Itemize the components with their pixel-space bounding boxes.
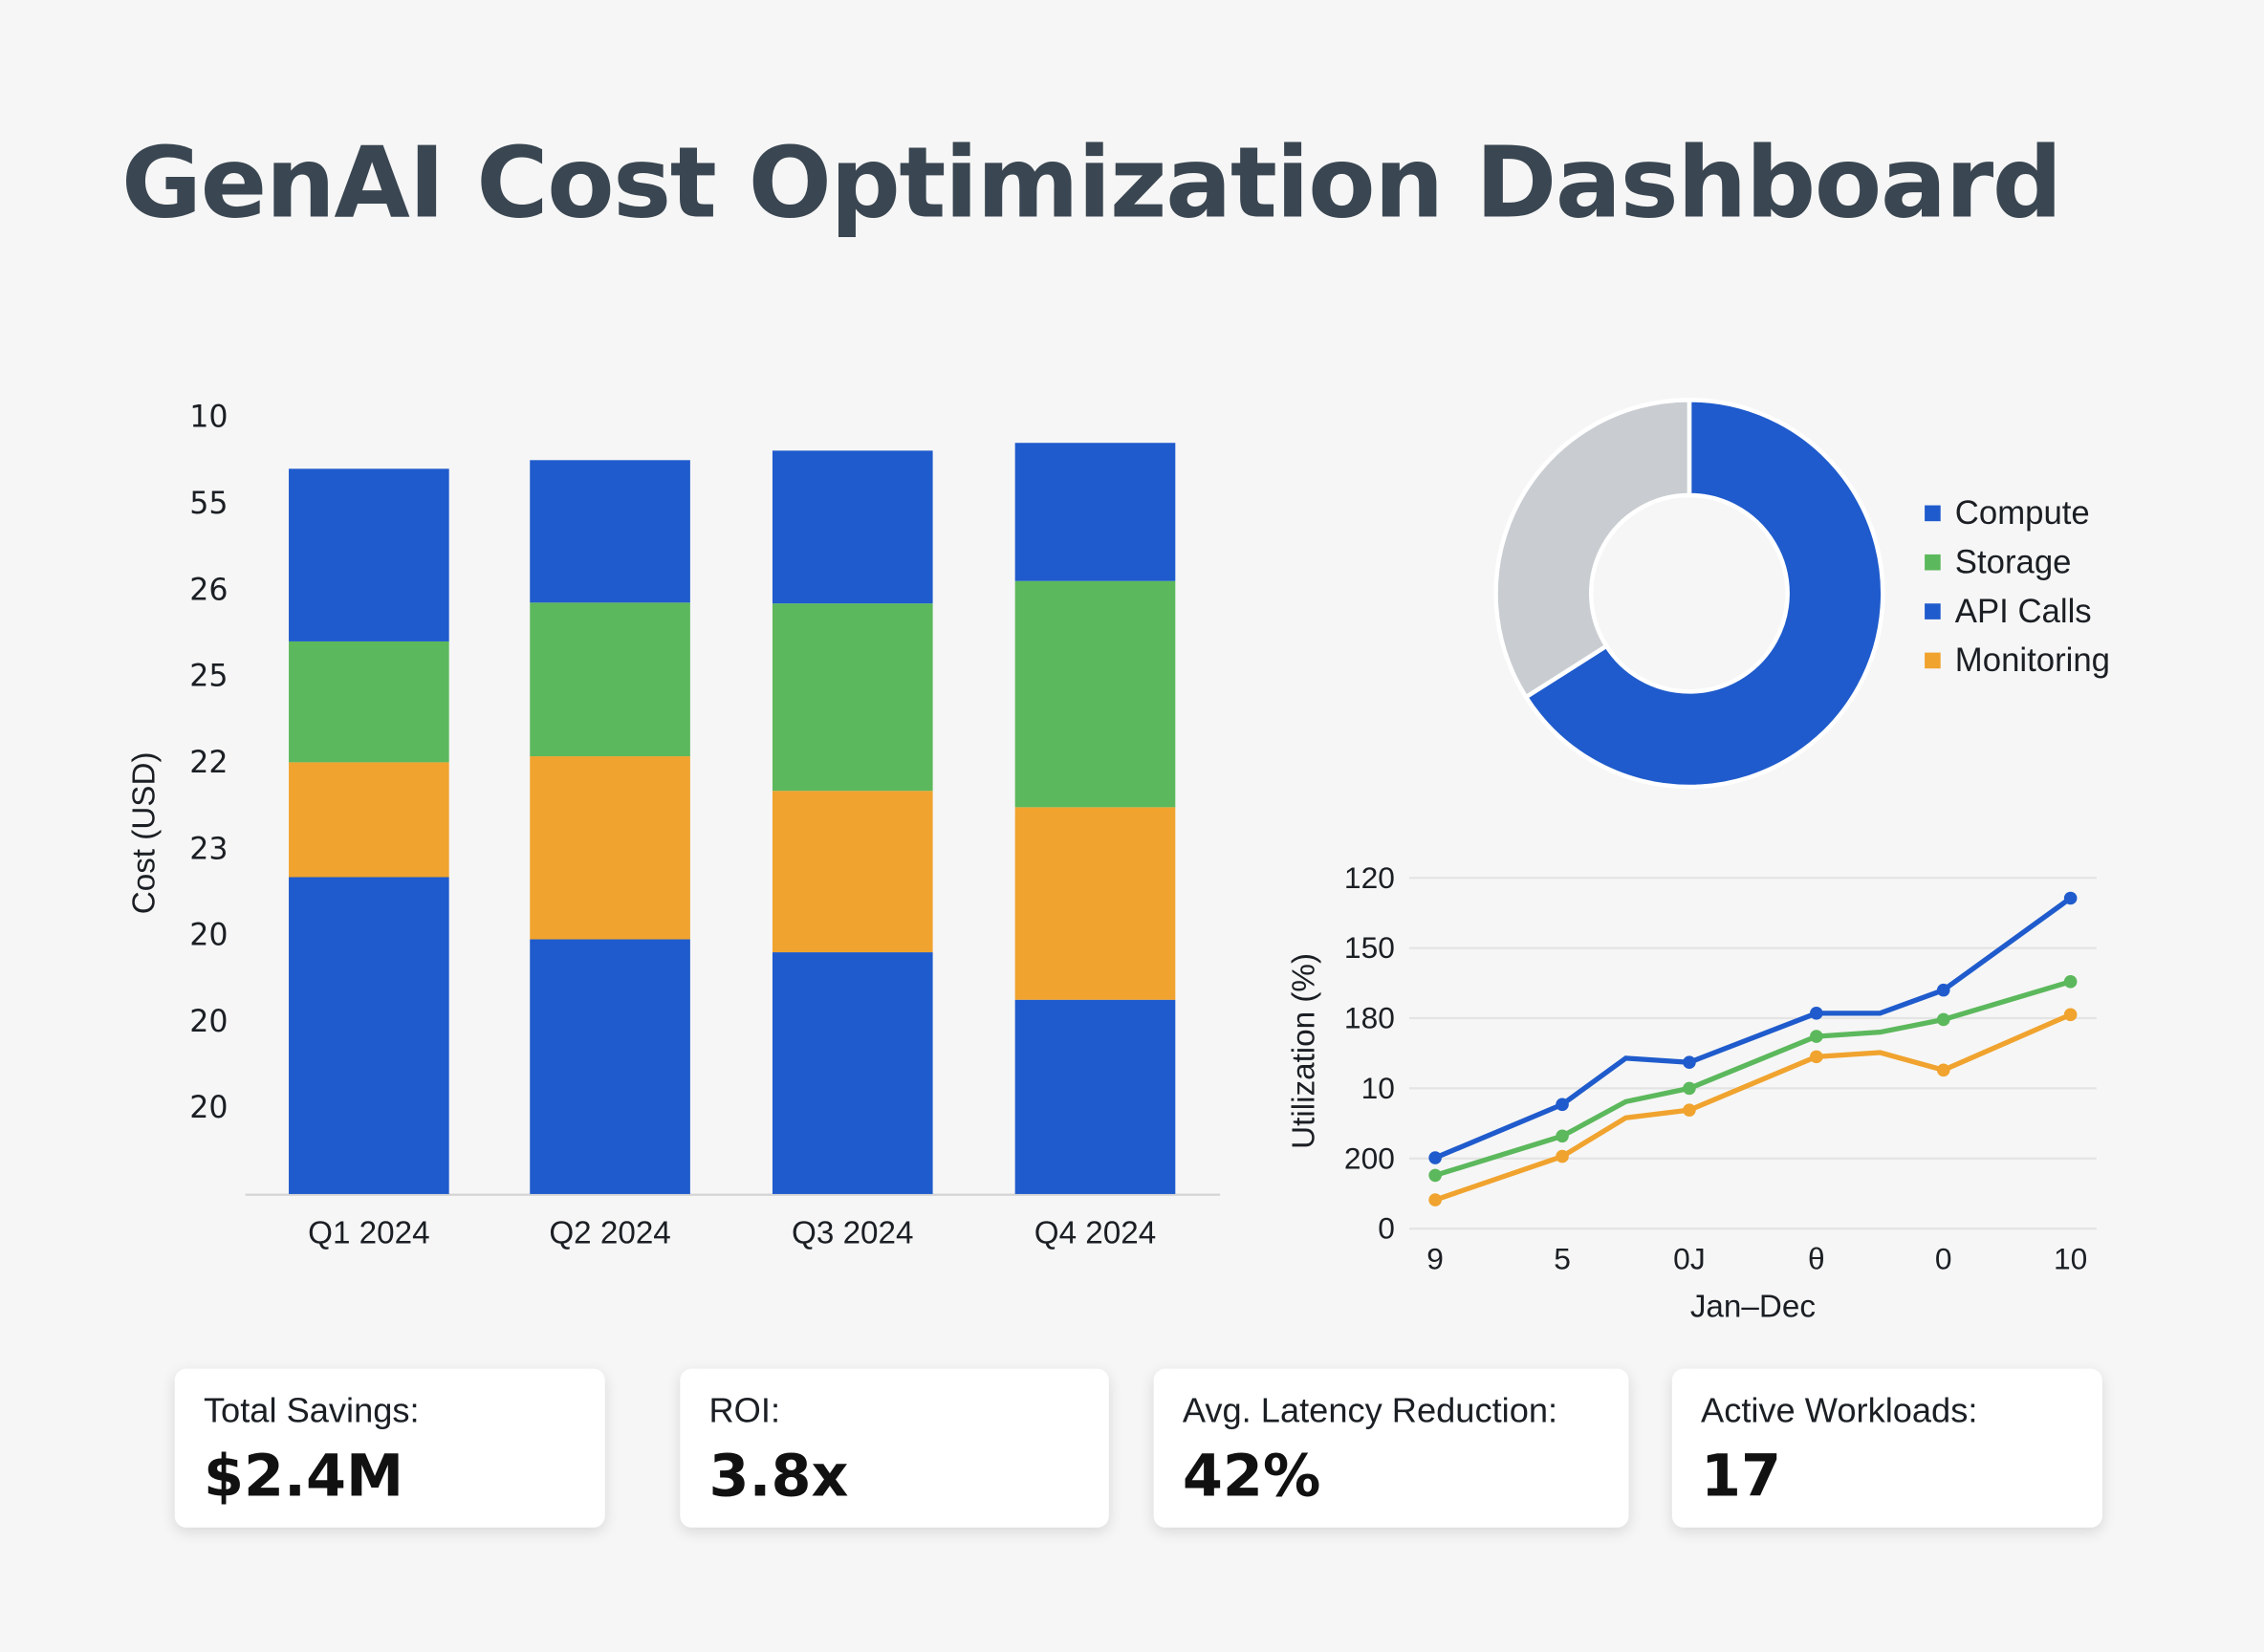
bar-segment: [530, 939, 690, 1194]
legend-item-storage: Storage: [1925, 537, 2110, 586]
data-point: [1683, 1103, 1696, 1117]
bar-segment: [289, 468, 449, 641]
y-axis-label: Utilization (%): [1286, 953, 1321, 1149]
legend-swatch: [1925, 602, 1941, 620]
bar-segment: [772, 603, 933, 792]
y-tick-label: 22: [189, 746, 228, 780]
kpi-label: Total Savings:: [203, 1391, 420, 1431]
kpi-value: 42%: [1182, 1444, 1321, 1511]
y-tick-label: 10: [1361, 1071, 1395, 1105]
y-tick-label: 200: [1344, 1141, 1395, 1175]
y-tick-label: 120: [1344, 860, 1395, 895]
legend-label: Storage: [1954, 542, 2072, 580]
kpi-value: 3.8x: [708, 1444, 849, 1511]
kpi-card-roi: ROI: 3.8x: [680, 1368, 1109, 1528]
y-axis-label: Cost (USD): [127, 751, 163, 914]
page-title: GenAI Cost Optimization Dashboard: [120, 126, 2062, 242]
y-tick-label: 10: [189, 401, 228, 435]
bar-segment: [1014, 580, 1176, 808]
kpi-value: 17: [1701, 1444, 1782, 1511]
x-tick-label: θ: [1808, 1241, 1825, 1275]
y-tick-label: 55: [189, 487, 228, 521]
x-axis-label: Jan–Dec: [1690, 1289, 1816, 1324]
kpi-label: ROI:: [708, 1391, 781, 1431]
y-tick-label: 0: [1378, 1211, 1395, 1246]
y-tick-label: 23: [189, 832, 228, 866]
legend-label: Monitoring: [1954, 640, 2110, 679]
legend-label: Compute: [1954, 492, 2090, 531]
legend-swatch: [1925, 554, 1941, 570]
data-point: [1936, 1063, 1950, 1077]
data-point: [1428, 1151, 1442, 1164]
x-tick-label: Q3 2024: [792, 1215, 913, 1250]
kpi-label: Avg. Latency Reduction:: [1182, 1391, 1558, 1431]
legend-swatch: [1925, 504, 1941, 521]
x-tick-label: 5: [1554, 1241, 1571, 1275]
data-point: [2063, 1008, 2078, 1022]
data-point: [1683, 1055, 1696, 1070]
data-point: [1810, 1030, 1823, 1043]
data-point: [1683, 1081, 1696, 1096]
series-line: [1434, 1011, 2072, 1203]
bar-segment: [772, 450, 933, 604]
data-point: [2063, 975, 2078, 989]
kpi-card-total-savings: Total Savings: $2.4M: [174, 1368, 605, 1528]
legend-item-api-calls: API Calls: [1925, 586, 2110, 635]
data-point: [1556, 1149, 1569, 1163]
bar-segment: [289, 641, 449, 763]
x-tick-label: 10: [2054, 1241, 2087, 1275]
kpi-label: Active Workloads:: [1701, 1391, 1978, 1431]
data-point: [1556, 1129, 1569, 1143]
bar-segment: [1014, 999, 1176, 1194]
data-point: [1556, 1098, 1569, 1112]
bar-segment: [1014, 807, 1176, 1000]
data-point: [1428, 1193, 1442, 1206]
cost-bar-chart: 20 20 20 23 22 25 26 55 10 Q1 2024 Q2 2024 Q3 2024 Q…: [127, 401, 1221, 1250]
bar-segment: [289, 762, 449, 878]
bar-segment: [530, 756, 690, 940]
bar-segment: [1014, 443, 1176, 581]
bar-segment: [289, 877, 449, 1194]
x-tick-label: 0J: [1673, 1241, 1705, 1275]
x-tick-label: 9: [1426, 1241, 1444, 1275]
series-line: [1434, 979, 2072, 1178]
y-tick-label: 26: [189, 573, 228, 607]
data-point: [1810, 1050, 1823, 1064]
x-tick-label: 0: [1935, 1241, 1952, 1275]
bar-segment: [772, 952, 933, 1194]
data-point: [1936, 1012, 1950, 1027]
legend-item-compute: Compute: [1925, 488, 2110, 536]
data-point: [1936, 983, 1950, 997]
y-tick-label: 25: [189, 660, 228, 694]
y-tick-label: 20: [189, 919, 228, 953]
data-point: [1428, 1168, 1442, 1183]
x-tick-label: Q4 2024: [1034, 1215, 1156, 1250]
legend-item-monitoring: Monitoring: [1925, 635, 2110, 684]
data-point: [2063, 891, 2078, 905]
y-tick-label: 20: [189, 1005, 228, 1039]
x-tick-label: Q1 2024: [308, 1215, 429, 1250]
donut-slice: [1493, 398, 1692, 701]
y-tick-label: 180: [1344, 1001, 1395, 1035]
bar-segment: [772, 791, 933, 953]
kpi-value: $2.4M: [203, 1444, 404, 1511]
donut-legend: Compute Storage API Calls Monitoring: [1925, 488, 2110, 684]
kpi-card-latency-reduction: Avg. Latency Reduction: 42%: [1153, 1368, 1629, 1528]
x-tick-label: Q2 2024: [549, 1215, 670, 1250]
series-line: [1434, 896, 2073, 1161]
legend-swatch: [1925, 651, 1941, 668]
bar-segment: [530, 460, 690, 603]
kpi-card-active-workloads: Active Workloads: 17: [1671, 1368, 2102, 1528]
cost-donut-chart: [1493, 398, 1885, 790]
bar-segment: [530, 602, 690, 757]
y-tick-label: 20: [189, 1091, 228, 1125]
data-point: [1810, 1007, 1823, 1020]
donut-slice: [1522, 398, 1885, 790]
y-tick-label: 150: [1344, 930, 1395, 965]
utilization-line-chart: 0 200 10 180 150 120 9 5 0J θ 0 10 Jan–Dec Utilizatio…: [1286, 860, 2097, 1324]
legend-label: API Calls: [1954, 591, 2092, 629]
